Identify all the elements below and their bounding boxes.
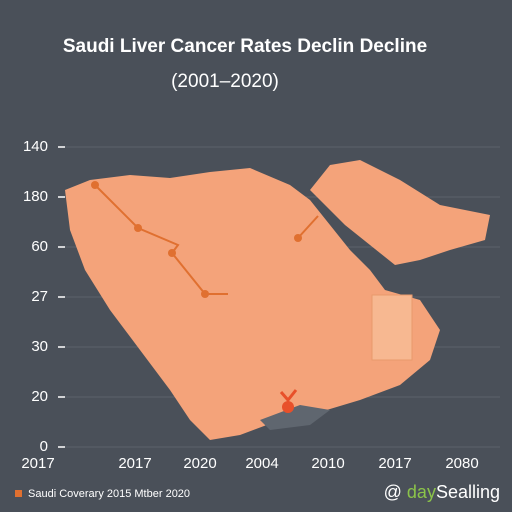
marker — [201, 290, 209, 298]
brand-accent: day — [407, 482, 436, 502]
y-axis: 140 180 60 27 30 20 0 — [23, 138, 65, 455]
y-tick-label: 20 — [31, 388, 48, 405]
y-tick-label: 60 — [31, 238, 48, 255]
x-tick-label: 2017 — [118, 455, 151, 472]
y-tick-label: 30 — [31, 338, 48, 355]
x-tick-label: 2017 — [21, 455, 54, 472]
marker — [168, 249, 176, 257]
y-tick-label: 140 — [23, 138, 48, 155]
marker — [91, 181, 99, 189]
x-tick-label: 2010 — [311, 455, 344, 472]
sea — [260, 405, 330, 430]
brand-symbol: @ — [384, 482, 402, 502]
marker-check — [279, 389, 298, 403]
x-tick-label: 2020 — [183, 455, 216, 472]
x-axis: 2017 2017 2020 2004 2010 2017 2080 — [21, 455, 478, 472]
x-tick-label: 2004 — [245, 455, 278, 472]
title: Saudi Liver Cancer Rates Declin Decline — [63, 36, 427, 57]
legend-swatch — [15, 490, 22, 497]
brand: @ daySealling — [384, 482, 500, 502]
legend-label: Saudi Coverary 2015 Mtber 2020 — [28, 488, 190, 500]
marker — [282, 401, 294, 413]
y-tick-label: 0 — [40, 438, 48, 455]
marker — [134, 224, 142, 232]
map-region — [371, 294, 413, 361]
markers — [91, 181, 302, 413]
map-region — [310, 160, 490, 265]
brand-rest: Sealling — [436, 482, 500, 502]
x-tick-label: 2017 — [378, 455, 411, 472]
route-line — [297, 215, 319, 239]
y-tick-label: 27 — [31, 288, 48, 305]
y-tick-label: 180 — [23, 188, 48, 205]
x-tick-label: 2080 — [445, 455, 478, 472]
marker — [294, 234, 302, 242]
subtitle: (2001–2020) — [171, 71, 279, 92]
